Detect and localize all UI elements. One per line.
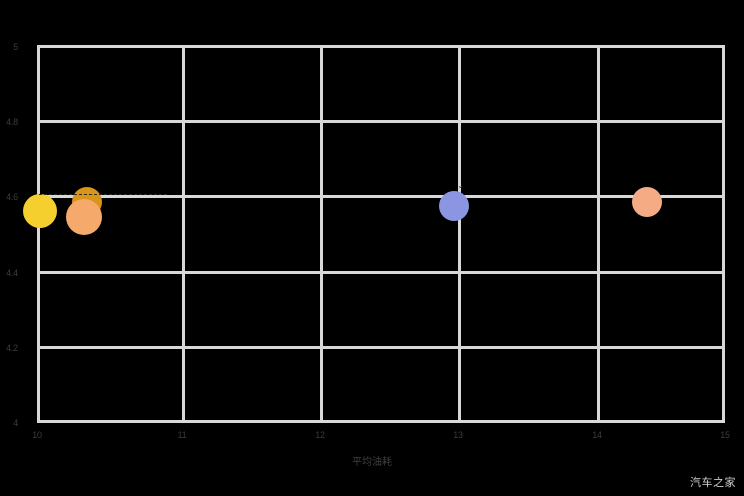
- gridline-vertical-13: [458, 45, 461, 423]
- gridline-vertical-10: [37, 45, 40, 423]
- gridline-vertical-15: [722, 45, 725, 423]
- x-axis-title: 平均油耗: [352, 457, 392, 468]
- y-tick-label-1: 4.8: [6, 117, 18, 127]
- data-point-salmon[interactable]: [631, 186, 662, 217]
- y-tick-label-2: 4.6: [6, 192, 18, 202]
- watermark-logo: 汽车之家: [690, 477, 736, 489]
- y-tick-label-3: 4.4: [6, 268, 18, 278]
- gridline-vertical-12: [320, 45, 323, 423]
- y-tick-label-4: 4.2: [6, 343, 18, 353]
- x-tick-label-1: 11: [177, 430, 187, 440]
- data-point-orange[interactable]: [65, 198, 102, 235]
- x-tick-label-2: 12: [315, 430, 325, 440]
- plot-area: ⌄: [22, 45, 725, 423]
- gridline-horizontal-4-2: [37, 346, 725, 349]
- gridline-horizontal-4-8: [37, 120, 725, 123]
- gridline-horizontal-4-4: [37, 271, 725, 274]
- data-point-blue[interactable]: [438, 190, 469, 221]
- x-tick-label-0: 10: [32, 430, 42, 440]
- x-tick-label-4: 14: [592, 430, 602, 440]
- blue-point-marker: ⌄: [457, 181, 464, 190]
- x-tick-label-3: 13: [453, 430, 463, 440]
- reference-dashed-line: [39, 194, 167, 196]
- y-tick-label-5: 4: [13, 418, 18, 428]
- data-point-yellow[interactable]: [22, 194, 57, 229]
- gridline-horizontal-4: [37, 420, 725, 423]
- x-tick-label-5: 15: [720, 430, 730, 440]
- gridline-horizontal-4-6: [37, 195, 725, 198]
- gridline-vertical-11: [182, 45, 185, 423]
- gridline-vertical-14: [597, 45, 600, 423]
- y-tick-label-0: 5: [13, 42, 18, 52]
- gridline-horizontal-5: [37, 45, 725, 48]
